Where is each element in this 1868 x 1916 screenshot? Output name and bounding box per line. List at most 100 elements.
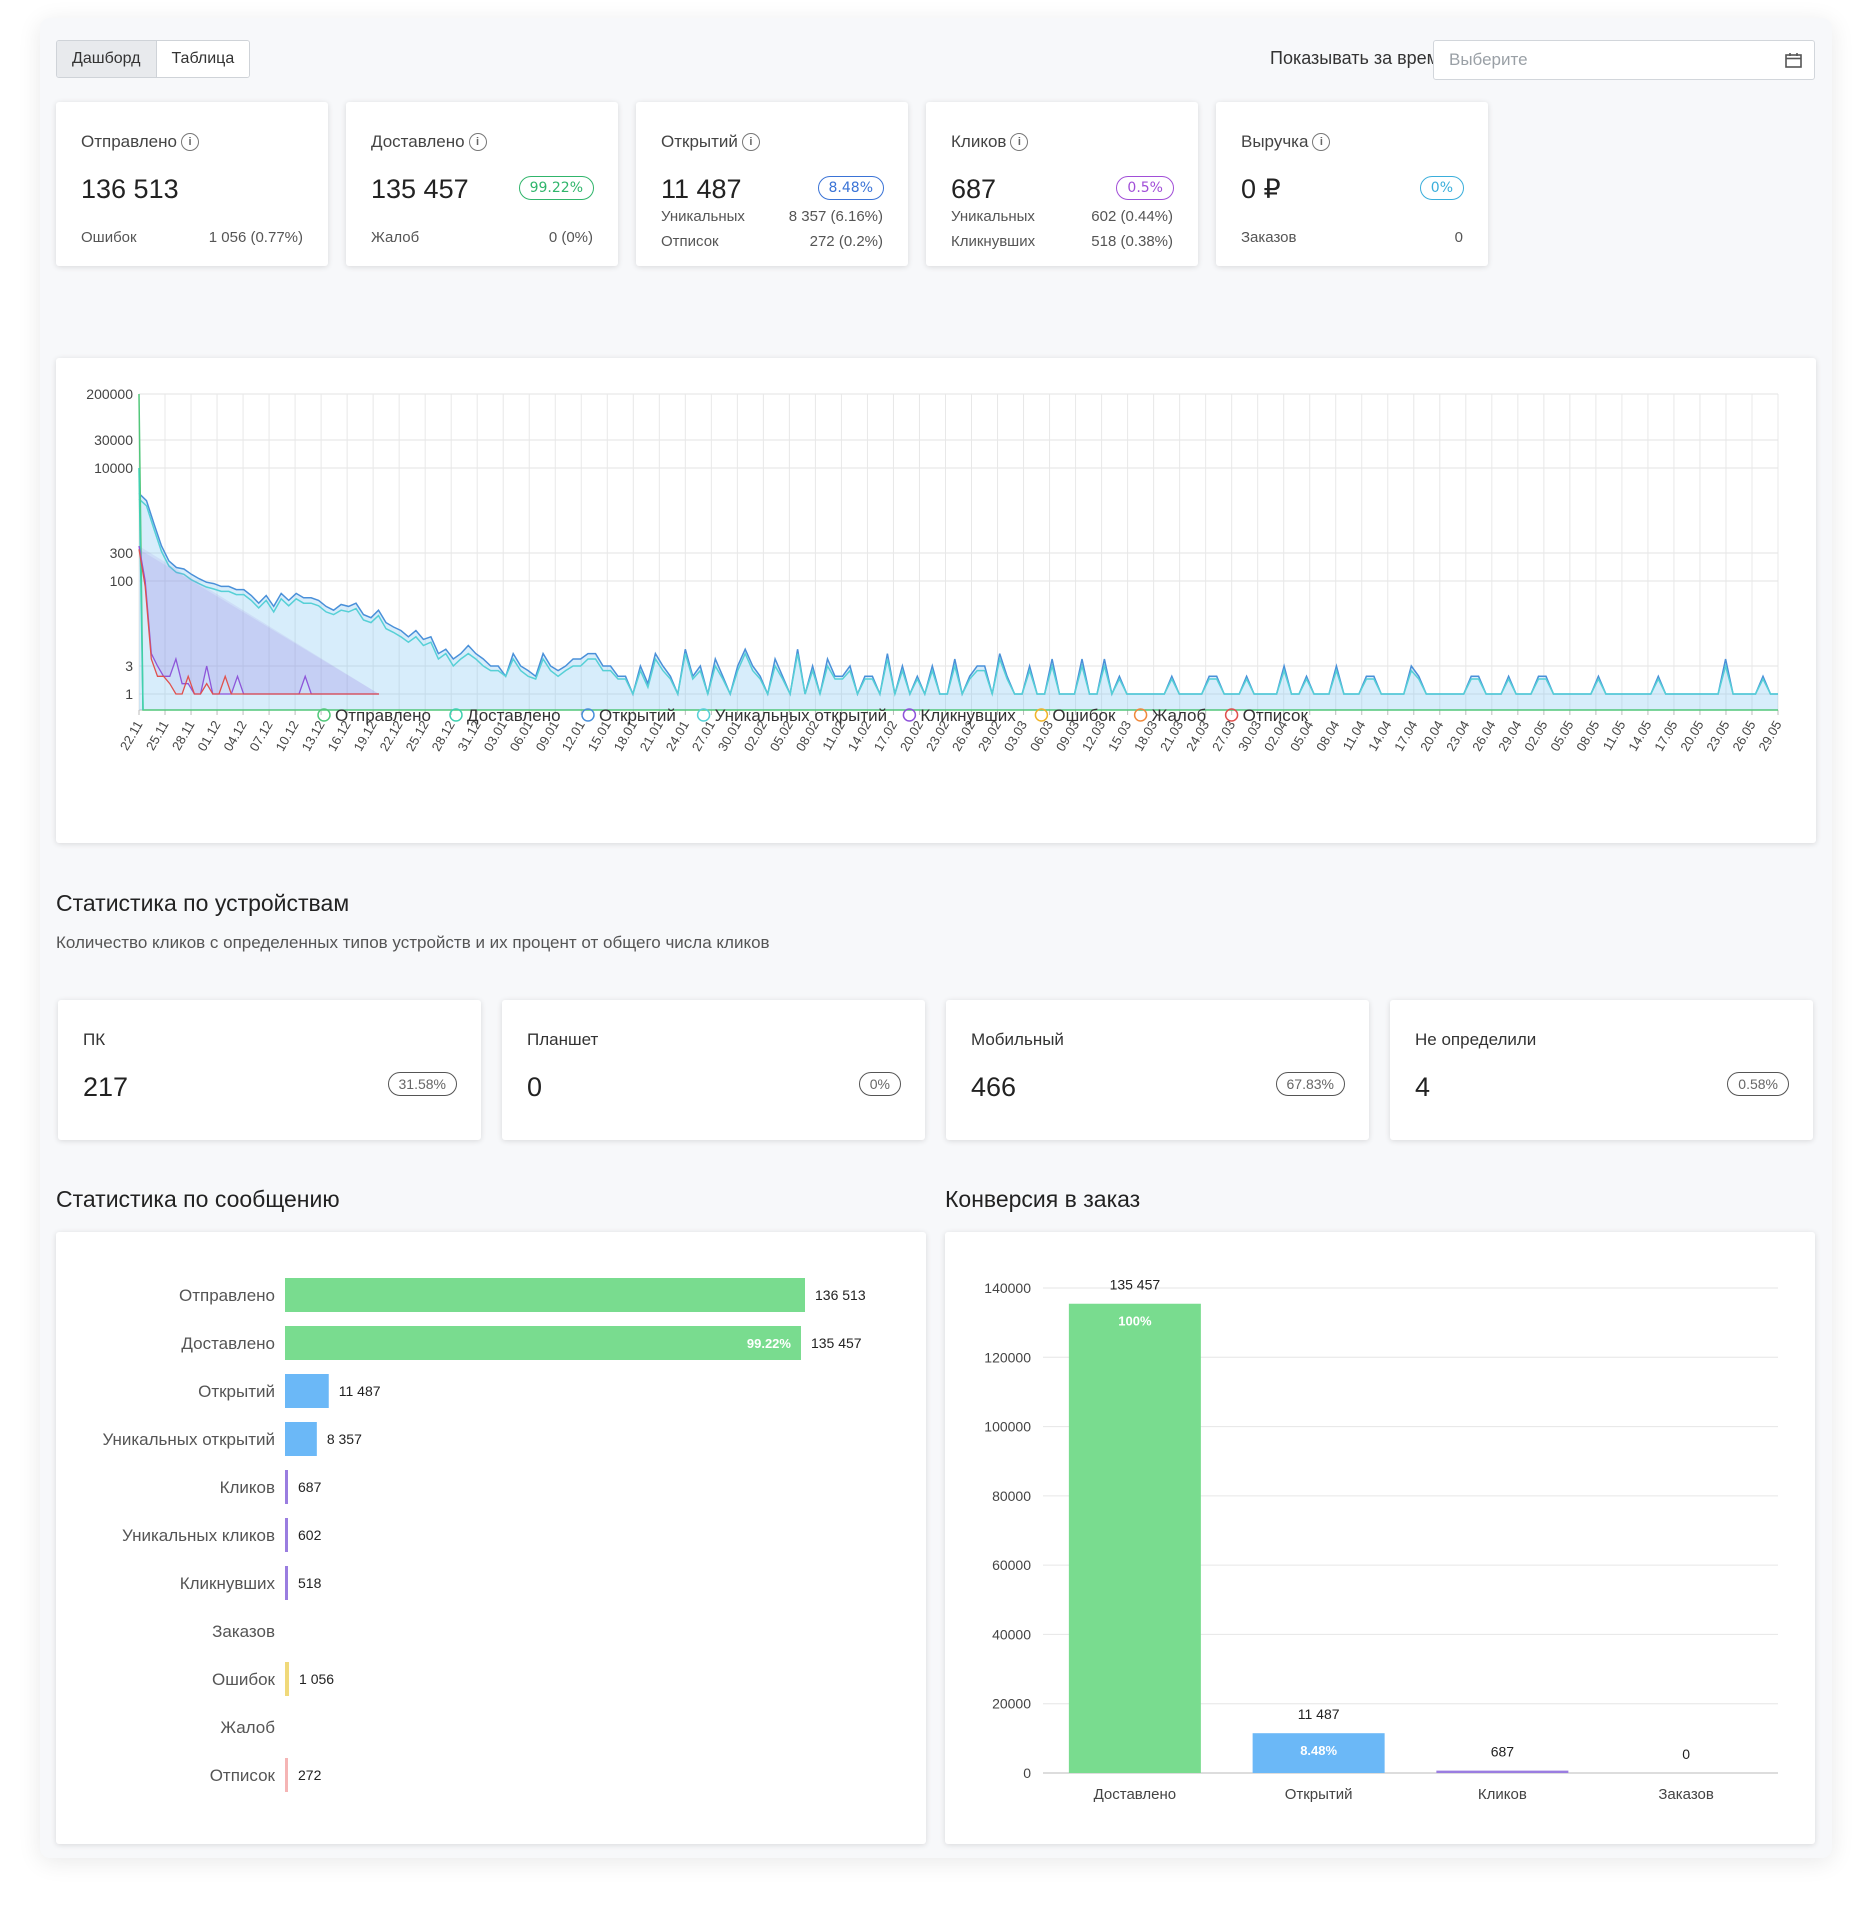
bar[interactable] [285,1326,801,1360]
legend-marker[interactable] [581,708,595,722]
device-percent-badge: 67.83% [1275,1072,1345,1096]
y-tick-label: 100000 [984,1419,1031,1435]
x-tick-label: 20.04 [1417,718,1446,754]
legend-label[interactable]: Отправлено [335,706,431,725]
legend-marker[interactable] [902,708,917,722]
info-icon[interactable]: i [468,133,487,151]
message-stats-chart: Отправлено 136 513 Доставлено 135 457 99.22%… [102,1278,866,1792]
bar-category-label: Кликнувших [180,1574,276,1593]
bar-value-label: 602 [298,1527,322,1543]
bar-category-label: Заказов [1658,1786,1714,1803]
kpi-detail-row: Заказов 0 [1241,229,1463,246]
bar[interactable] [285,1566,288,1600]
bar[interactable] [1436,1770,1569,1773]
kpi-percent-badge: 99.22% [518,176,594,200]
x-tick-label: 26.04 [1469,718,1498,754]
y-tick-label: 200000 [86,386,133,402]
kpi-detail-label: Жалоб [371,229,420,246]
device-value: 466 [971,1072,1017,1102]
legend-label[interactable]: Уникальных открытий [715,706,888,725]
bar[interactable] [285,1758,288,1792]
bar-category-label: Отписок [210,1766,276,1785]
device-value: 0 [527,1072,543,1102]
bar[interactable] [1068,1303,1201,1773]
kpi-title: Открытий i [661,132,760,152]
bar[interactable] [1252,1733,1385,1773]
device-percent-badge: 0.58% [1727,1072,1789,1096]
device-title: Планшет [527,1030,599,1049]
bar-value-label: 135 457 [1110,1277,1161,1293]
device-title: ПК [83,1030,106,1049]
message-stats-title: Статистика по сообщению [56,1186,340,1212]
tab-dashboard[interactable]: Дашборд [57,41,157,77]
legend-label[interactable]: Кликнувших [920,706,1016,725]
opens-series-area [139,493,1778,710]
y-tick-label: 60000 [992,1557,1031,1573]
device-value: 4 [1415,1072,1431,1102]
legend-marker[interactable] [1133,708,1148,722]
device-card: Мобильный 466 67.83% [946,1000,1369,1140]
x-tick-label: 01.12 [194,718,223,754]
bar-category-label: Открытий [1285,1786,1353,1803]
x-tick-label: 27.01 [689,718,718,754]
legend-marker[interactable] [1034,708,1049,722]
kpi-detail-value: 1 056 (0.77%) [208,229,303,246]
legend-label[interactable]: Доставлено [467,706,561,725]
conversion-card: 140000 120000 100000 80000 60000 40000 20000 0 1… [945,1232,1815,1844]
y-tick-label: 80000 [992,1488,1031,1504]
bar-value-label: 687 [298,1479,322,1495]
x-tick-label: 28.12 [429,718,458,754]
kpi-percent-badge: 0.5% [1116,176,1174,200]
x-tick-label: 14.05 [1625,718,1654,754]
device-title: Мобильный [971,1030,1064,1049]
kpi-detail-label: Уникальных [951,208,1035,225]
bar-inner-label: 100% [1118,1314,1152,1329]
kpi-detail-row: Кликнувших 518 (0.38%) [951,233,1173,250]
legend-marker[interactable] [1224,708,1239,722]
kpi-title-label: Выручка [1241,132,1309,151]
bar-value-label: 518 [298,1575,322,1591]
device-percent-badge: 0% [858,1072,901,1096]
x-tick-label: 27.03 [1209,718,1238,754]
legend-label[interactable]: Отписок [1243,706,1309,725]
legend-label[interactable]: Открытий [599,706,676,725]
legend-label[interactable]: Ошибок [1052,706,1116,725]
x-tick-label: 17.04 [1391,718,1420,754]
info-icon[interactable]: i [741,133,760,151]
tab-table[interactable]: Таблица [156,41,250,77]
bar[interactable] [285,1278,805,1312]
kpi-title-label: Отправлено [81,132,177,151]
calendar-icon[interactable] [1785,52,1802,68]
delivered-series-line [138,467,144,711]
bar[interactable] [285,1518,288,1552]
y-tick-label: 100 [110,573,134,589]
device-card: Не определили 4 0.58% [1390,1000,1813,1140]
kpi-card: Отправлено i 136 513 Ошибок 1 056 (0.77%) [56,102,328,266]
legend-label[interactable]: Жалоб [1152,706,1207,725]
kpi-percent-badge: 8.48% [817,176,884,200]
kpi-detail-label: Ошибок [81,229,137,246]
info-icon[interactable]: i [180,133,199,151]
x-tick-label: 29.05 [1755,718,1784,754]
kpi-detail-row: Уникальных 602 (0.44%) [951,208,1173,225]
x-tick-label: 17.05 [1651,718,1680,754]
bar[interactable] [285,1422,317,1456]
info-icon[interactable]: i [1312,133,1331,151]
kpi-title-label: Доставлено [371,132,465,151]
kpi-detail-value: 602 (0.44%) [1091,208,1173,225]
info-icon[interactable]: i [1010,133,1029,151]
date-range-input[interactable]: Выберите [1433,40,1815,80]
bar-value-label: 687 [1491,1744,1515,1760]
legend-marker[interactable] [449,708,463,722]
bar[interactable] [285,1470,288,1504]
bar[interactable] [285,1374,329,1408]
legend-marker[interactable] [317,708,331,722]
y-tick-label: 3 [125,658,133,674]
kpi-value: 687 [951,174,997,204]
kpi-detail-label: Кликнувших [951,233,1036,250]
legend-marker[interactable] [696,708,711,722]
bar[interactable] [285,1662,290,1696]
bar-category-label: Отправлено [179,1286,275,1305]
x-tick-label: 28.11 [169,718,198,753]
kpi-card: Открытий i 11 487 8.48% Уникальных 8 357 (6.1… [636,102,908,266]
